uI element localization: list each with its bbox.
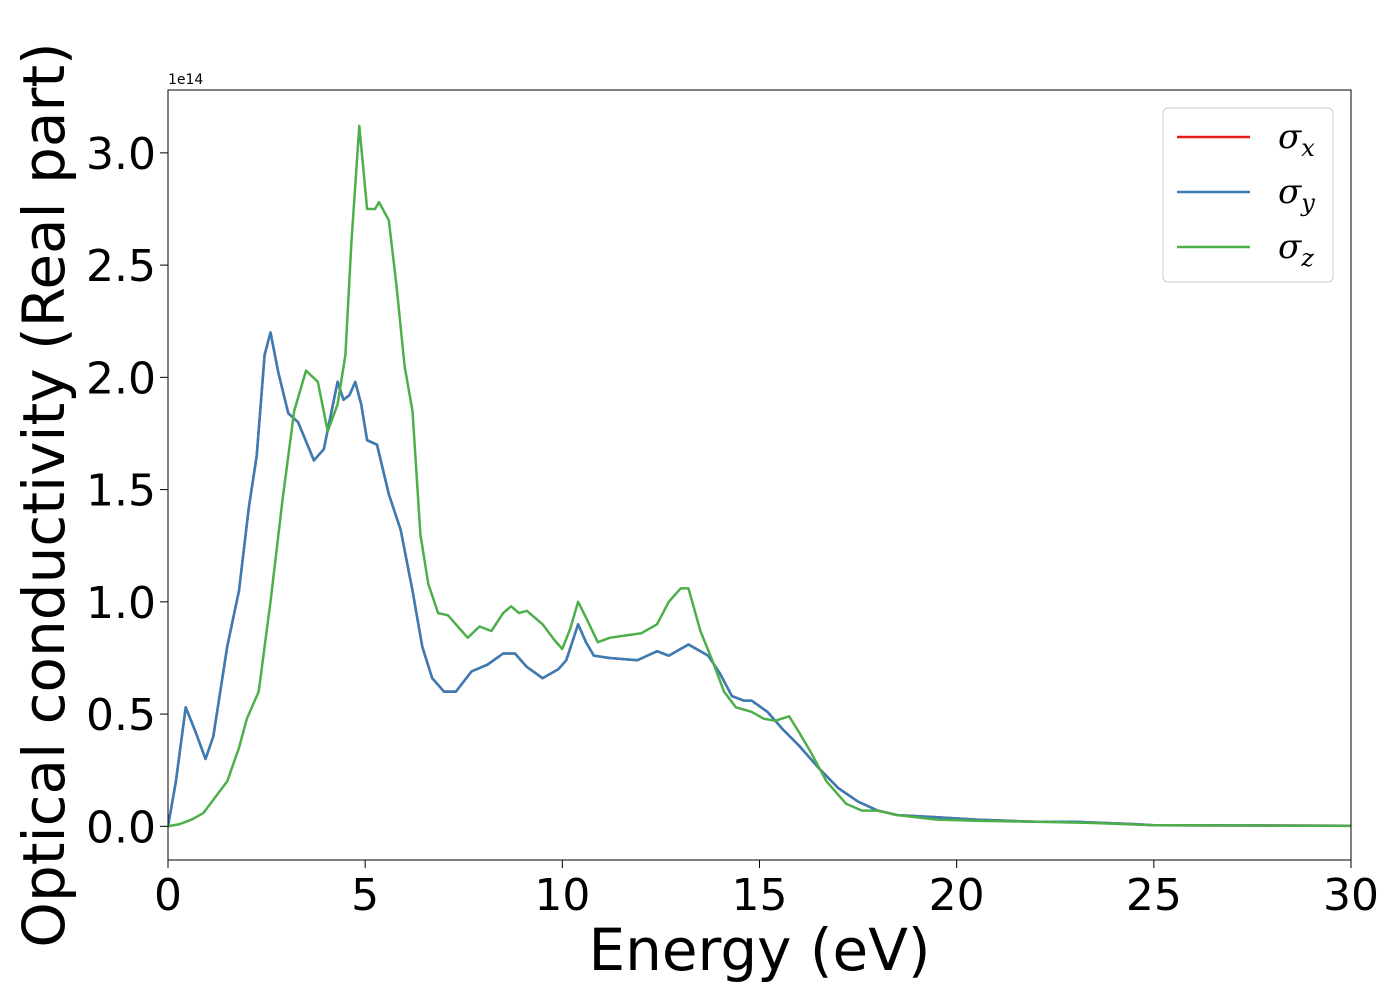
legend-label-y: σy bbox=[1278, 172, 1315, 217]
legend: σx σy σz bbox=[1162, 107, 1334, 283]
series-line-x bbox=[168, 331, 1351, 828]
y-tick-label: 2.5 bbox=[86, 241, 156, 292]
x-tick-label: 10 bbox=[534, 870, 590, 921]
x-axis: 0 5 10 15 20 25 30 bbox=[154, 860, 1379, 921]
plot-lines bbox=[168, 124, 1351, 828]
y-tick-label: 0.0 bbox=[86, 802, 156, 853]
legend-label-z: σz bbox=[1278, 227, 1314, 272]
y-tick-label: 0.5 bbox=[86, 690, 156, 741]
x-tick-label: 0 bbox=[154, 870, 182, 921]
y-tick-label: 1.5 bbox=[86, 466, 156, 517]
legend-frame bbox=[1162, 107, 1334, 283]
y-axis: 0.0 0.5 1.0 1.5 2.0 2.5 3.0 bbox=[86, 129, 168, 853]
y-tick-label: 1.0 bbox=[86, 578, 156, 629]
series-line-z bbox=[168, 124, 1351, 828]
y-axis-title: Optical conductivity (Real part) bbox=[10, 42, 78, 947]
x-axis-title: Energy (eV) bbox=[588, 916, 930, 984]
y-tick-label: 2.0 bbox=[86, 353, 156, 404]
y-tick-label: 3.0 bbox=[86, 129, 156, 180]
x-tick-label: 30 bbox=[1323, 870, 1379, 921]
x-tick-label: 5 bbox=[351, 870, 379, 921]
x-tick-label: 15 bbox=[732, 870, 788, 921]
x-tick-label: 25 bbox=[1126, 870, 1182, 921]
y-offset-label: 1e14 bbox=[168, 72, 203, 88]
legend-label-x: σx bbox=[1278, 117, 1315, 162]
x-tick-label: 20 bbox=[929, 870, 985, 921]
series-line-y bbox=[168, 331, 1351, 828]
